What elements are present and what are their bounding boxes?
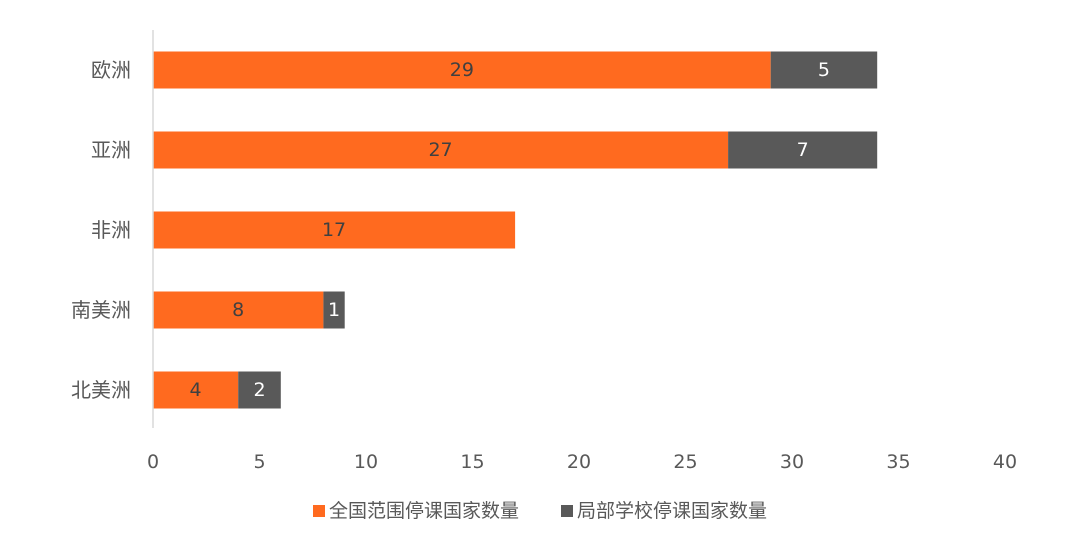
data-label: 29 bbox=[450, 59, 474, 81]
x-tick-label: 35 bbox=[886, 451, 910, 473]
x-tick-label: 40 bbox=[993, 451, 1017, 473]
bar-nationwide bbox=[153, 371, 239, 409]
bar-nationwide bbox=[153, 51, 771, 89]
category-label: 北美洲 bbox=[71, 378, 131, 402]
data-label: 7 bbox=[797, 139, 809, 161]
x-tick-label: 20 bbox=[567, 451, 591, 473]
legend-swatch-nationwide bbox=[312, 505, 325, 517]
bar-partial bbox=[728, 131, 878, 169]
bar-nationwide bbox=[153, 291, 324, 329]
x-tick-label: 5 bbox=[253, 451, 265, 473]
legend-item-partial: 局部学校停课国家数量 bbox=[561, 496, 767, 523]
legend-label-partial: 局部学校停课国家数量 bbox=[577, 500, 768, 522]
x-tick-label: 30 bbox=[780, 451, 804, 473]
x-tick-label: 10 bbox=[354, 451, 378, 473]
category-label: 欧洲 bbox=[91, 58, 131, 82]
data-label: 17 bbox=[322, 219, 346, 241]
category-label: 南美洲 bbox=[71, 298, 131, 322]
legend-swatch-partial bbox=[561, 505, 574, 517]
bar-partial bbox=[770, 51, 878, 89]
legend-label-nationwide: 全国范围停课国家数量 bbox=[328, 500, 519, 522]
data-label: 4 bbox=[190, 379, 202, 401]
category-label: 亚洲 bbox=[91, 138, 131, 162]
legend: 全国范围停课国家数量 局部学校停课国家数量 bbox=[0, 496, 1080, 523]
x-tick-label: 0 bbox=[147, 451, 159, 473]
data-label: 2 bbox=[253, 379, 265, 401]
data-label: 5 bbox=[818, 59, 830, 81]
data-label: 1 bbox=[328, 299, 340, 321]
category-label: 非洲 bbox=[91, 218, 131, 242]
data-label: 8 bbox=[232, 299, 244, 321]
legend-item-nationwide: 全国范围停课国家数量 bbox=[312, 496, 519, 523]
bar-partial bbox=[238, 371, 281, 409]
bar-nationwide bbox=[153, 131, 729, 169]
bar-partial bbox=[323, 291, 345, 329]
data-label: 27 bbox=[428, 139, 452, 161]
bar-nationwide bbox=[153, 211, 516, 249]
x-tick-label: 25 bbox=[673, 451, 697, 473]
x-tick-label: 15 bbox=[460, 451, 484, 473]
